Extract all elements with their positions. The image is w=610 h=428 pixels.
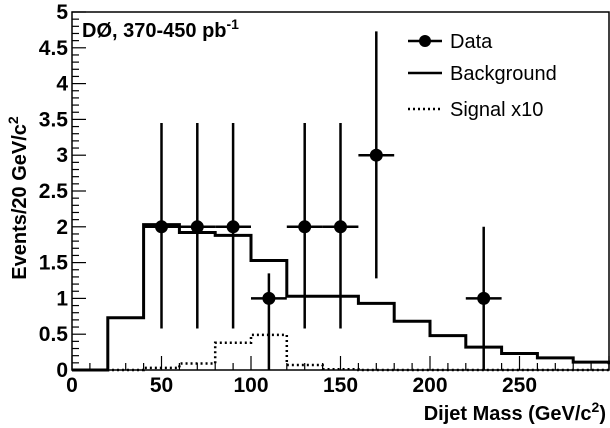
data-point <box>226 220 240 234</box>
y-tick-label: 5 <box>56 1 68 24</box>
x-axis-title-suffix: ) <box>599 403 606 425</box>
legend-item-signal: Signal x10 <box>408 99 543 121</box>
y-tick-label: 1.5 <box>39 252 69 275</box>
plot-area: 0 50 100 150 200 250 0 0.5 1 1.5 2 2.5 3 3.5 4 4.5 5 <box>39 1 610 397</box>
annotation-main: DØ, 370-450 pb <box>82 20 227 42</box>
signal-histogram-line <box>72 333 609 372</box>
data-point <box>477 291 491 305</box>
y-tick-label: 4.5 <box>39 37 69 60</box>
data-point <box>298 220 312 234</box>
luminosity-annotation: DØ, 370-450 pb-1 <box>82 16 239 42</box>
x-tick-label: 200 <box>412 374 447 397</box>
legend-label-data: Data <box>450 31 493 53</box>
y-axis-title-main: Events/20 GeV/c <box>9 124 31 280</box>
y-tick-label: 4 <box>56 73 68 96</box>
y-tick-label: 3 <box>56 144 68 167</box>
legend-label-signal: Signal x10 <box>450 99 543 121</box>
y-axis-title: Events/20 GeV/c2 <box>5 116 31 280</box>
legend-label-background: Background <box>450 63 557 85</box>
x-axis-title-superscript: 2 <box>592 399 600 415</box>
data-point <box>190 220 204 234</box>
legend-item-background: Background <box>408 63 557 85</box>
legend-item-data: Data <box>408 31 493 53</box>
y-axis-title-superscript: 2 <box>5 116 21 124</box>
y-tick-label: 3.5 <box>39 108 69 131</box>
x-axis-title: Dijet Mass (GeV/c2) <box>424 399 606 425</box>
y-tick-label: 0 <box>56 359 68 382</box>
data-point <box>262 291 276 305</box>
x-tick-label: 0 <box>66 374 78 397</box>
data-point <box>155 220 168 234</box>
x-tick-label: 150 <box>323 374 358 397</box>
legend: Data Background Signal x10 <box>408 31 557 121</box>
x-axis-title-main: Dijet Mass (GeV/c <box>424 403 592 425</box>
y-tick-label: 1 <box>56 287 68 310</box>
x-tick-label: 50 <box>150 374 173 397</box>
y-tick-label: 0.5 <box>39 323 69 346</box>
y-tick-label: 2 <box>56 216 68 239</box>
y-tick-label: 2.5 <box>39 180 69 203</box>
data-point <box>369 148 383 162</box>
data-point <box>334 220 347 234</box>
x-tick-label: 100 <box>233 374 268 397</box>
x-tick-label: 250 <box>502 374 537 397</box>
legend-data-marker <box>419 35 431 47</box>
background-histogram-line <box>72 223 610 372</box>
annotation-superscript: -1 <box>227 16 240 32</box>
